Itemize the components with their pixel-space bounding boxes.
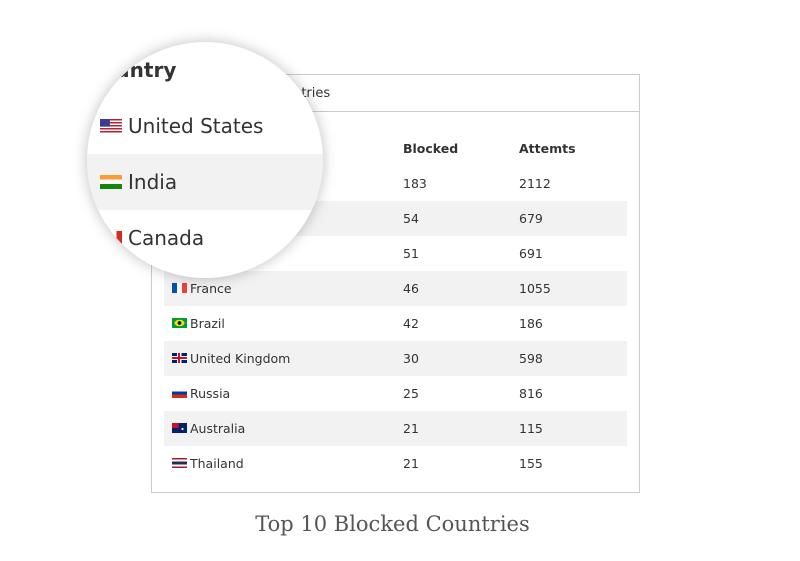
cell: 30 [403, 351, 419, 366]
magnified-country: India [128, 170, 178, 194]
flag-icon [172, 423, 187, 433]
column-header: Attemts [519, 141, 576, 156]
caption: Top 10 Blocked Countries [255, 512, 530, 536]
magnified-row: India [87, 154, 323, 210]
table-row: United Kingdom 30 598 [164, 341, 627, 376]
flag-icon [100, 231, 122, 245]
country-name: Thailand [190, 456, 244, 471]
magnified-header: Country [87, 58, 177, 82]
column-header: Blocked [403, 141, 459, 156]
flag-icon [172, 458, 187, 468]
flag-icon [172, 283, 187, 293]
cell: 25 [403, 386, 419, 401]
cell: 21 [403, 421, 419, 436]
magnified-row: Canada [87, 210, 323, 266]
cell: 598 [519, 351, 543, 366]
cell: 186 [519, 316, 543, 331]
magnified-country: Canada [128, 226, 205, 250]
table-row: Russia 25 816 [164, 376, 627, 411]
table-row: France 46 1055 [164, 271, 627, 306]
cell: 183 [403, 176, 427, 191]
cell: 54 [403, 211, 419, 226]
flag-icon [100, 119, 122, 133]
magnified-row: United States [87, 98, 323, 154]
cell: 679 [519, 211, 543, 226]
table-row: Thailand 21 155 [164, 446, 627, 481]
country-name: United Kingdom [190, 351, 291, 366]
cell: 42 [403, 316, 419, 331]
cell: 115 [519, 421, 543, 436]
flag-icon [100, 175, 122, 189]
magnified-country: United States [128, 114, 264, 138]
magnifier: Country United States India Canada [87, 42, 323, 278]
cell: 51 [403, 246, 419, 261]
cell: 1055 [519, 281, 551, 296]
cell: 691 [519, 246, 543, 261]
cell: 46 [403, 281, 419, 296]
flag-icon [172, 388, 187, 398]
country-name: Russia [190, 386, 231, 401]
table-row: Brazil 42 186 [164, 306, 627, 341]
cell: 2112 [519, 176, 551, 191]
table-row: Australia 21 115 [164, 411, 627, 446]
cell: 21 [403, 456, 419, 471]
flag-icon [172, 318, 187, 328]
cell: 155 [519, 456, 543, 471]
cell: 816 [519, 386, 543, 401]
country-name: France [190, 281, 232, 296]
country-name: Brazil [190, 316, 225, 331]
flag-icon [172, 353, 187, 363]
country-name: Australia [190, 421, 246, 436]
